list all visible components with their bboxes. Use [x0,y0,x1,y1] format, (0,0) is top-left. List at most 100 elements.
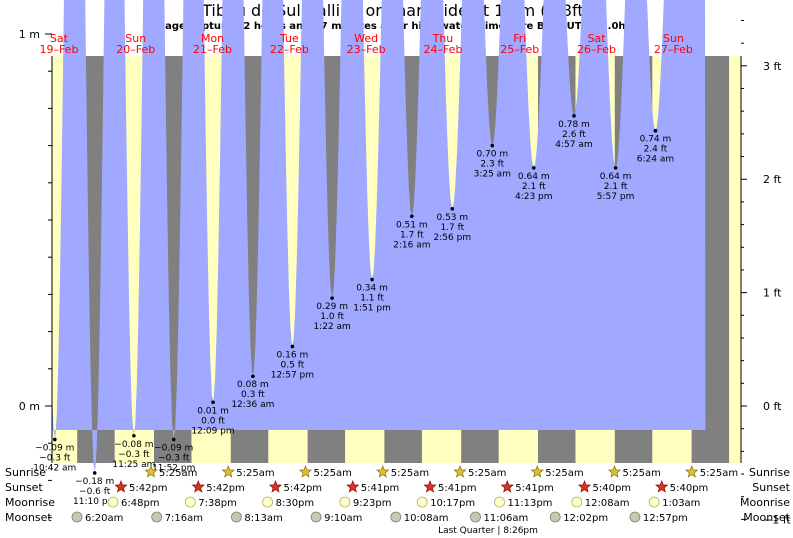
sunrise-time: 5:25am [545,468,583,479]
tide-label: 1.7 ft [440,223,464,233]
tide-point [211,400,215,405]
tide-label: 0.78 m [558,120,590,130]
day-name: Sun [663,32,684,45]
tide-label: 2.3 ft [480,160,504,170]
moonset-icon [310,511,322,523]
right-tick-label: 0 ft [763,400,782,413]
moonrise-time: 7:38pm [198,498,237,509]
day-date: 22–Feb [270,43,309,56]
moonrise-time: 11:13pm [508,498,553,509]
moonset-time: 10:08am [404,513,449,524]
moonset-icon [629,511,641,523]
sunset-icon [268,480,283,493]
tide-label: 12:57 pm [271,370,314,380]
tide-label: 2.1 ft [604,182,628,192]
moonrise-icon [339,496,351,508]
sunrise-time: 5:25am [468,468,506,479]
tide-label: 0.51 m [396,220,428,230]
tide-label: 1.7 ft [400,230,424,240]
row-label-left: Sunset [5,481,43,494]
moonset-time: 12:02pm [563,513,608,524]
tide-label: 0.53 m [436,213,468,223]
day-date: 19–Feb [39,43,78,56]
moonset-time: 9:10am [324,513,362,524]
tide-label: 0.16 m [277,350,309,360]
tide-point [52,437,57,442]
sunset-time: 5:41pm [515,483,554,494]
moonrise-icon [571,496,583,508]
sunset-time: 5:42pm [206,483,245,494]
tide-label: 4:23 pm [515,192,553,202]
day-name: Sat [50,32,69,45]
tide-point [171,437,176,442]
sunset-icon [191,480,205,493]
row-label-left: Moonset [5,511,52,524]
row-label-right: Moonrise [740,496,790,509]
tide-label: 2:56 pm [434,233,472,243]
tide-label: 2.6 ft [562,130,586,140]
tide-label: −0.09 m [154,443,193,453]
sunrise-icon [607,465,622,478]
sunset-icon [346,480,360,493]
tide-label: −0.18 m [75,477,114,487]
sunrise-time: 5:25am [236,468,274,479]
sunrise-icon [685,465,699,478]
row-label-left: Moonrise [5,496,55,509]
moonrise-time: 6:48pm [121,498,160,509]
tide-point [370,277,374,282]
sunset-time: 5:41pm [438,483,477,494]
row-label-left: Sunrise [5,466,46,479]
moon-phase-note: Last Quarter | 8:26pm [438,526,538,536]
sunrise-time: 5:25am [314,468,352,479]
moonrise-icon [107,496,119,508]
tide-label: 12:36 am [231,400,274,410]
day-date: 23–Feb [347,43,386,56]
tide-label: 1:51 pm [353,304,391,314]
day-name: Wed [354,32,378,45]
tide-point [613,166,618,170]
sunset-time: 5:40pm [593,483,632,494]
tide-point [132,433,136,438]
sunrise-time: 5:25am [159,468,197,479]
tide-label: 4:57 am [555,140,592,150]
day-date: 26–Feb [577,43,616,56]
tide-label: 0.01 m [197,406,229,416]
right-tick-label: 1 ft [763,287,782,300]
sunrise-time: 5:25am [700,468,738,479]
tide-label: 1:22 am [313,322,350,332]
tide-point [92,471,97,475]
moonrise-time: 10:17pm [430,498,475,509]
moonrise-time: 12:08am [585,498,630,509]
sunset-icon [577,480,592,493]
moonset-time: 6:20am [85,513,123,524]
moonrise-time: 8:30pm [276,498,315,509]
tide-label: 2:16 am [393,240,430,250]
day-date: 21–Feb [193,43,232,56]
moonset-time: 11:06am [484,513,529,524]
day-name: Thu [432,32,454,45]
tide-label: 0.64 m [518,172,550,182]
tide-label: 0.0 ft [201,416,225,426]
sunrise-time: 5:25am [623,468,661,479]
moonrise-time: 1:03am [662,498,700,509]
sunrise-icon [453,465,467,478]
moonrise-icon [184,496,196,508]
tide-point [330,296,334,300]
day-date: 27–Feb [654,43,693,56]
day-headers: Sat19–FebSun20–FebMon21–FebTue22–FebWed2… [39,32,692,56]
axes: 0 m1 m2 m−1 ft0 ft1 ft2 ft3 ft4 ft5 ft6 … [19,19,791,526]
moonset-icon [151,511,163,523]
moonrise-icon [416,496,428,508]
sunset-icon [500,480,514,493]
day-date: 24–Feb [423,43,462,56]
sunset-time: 5:40pm [670,483,709,494]
sunset-time: 5:42pm [129,483,168,494]
sunset-icon [655,480,669,493]
tide-point [531,166,536,170]
moonset-time: 7:16am [165,513,203,524]
tide-label: 0.64 m [600,172,632,182]
tide-point [290,344,295,349]
moonset-icon [71,511,83,523]
tide-point [653,128,658,133]
tide-label: −0.09 m [35,443,74,453]
